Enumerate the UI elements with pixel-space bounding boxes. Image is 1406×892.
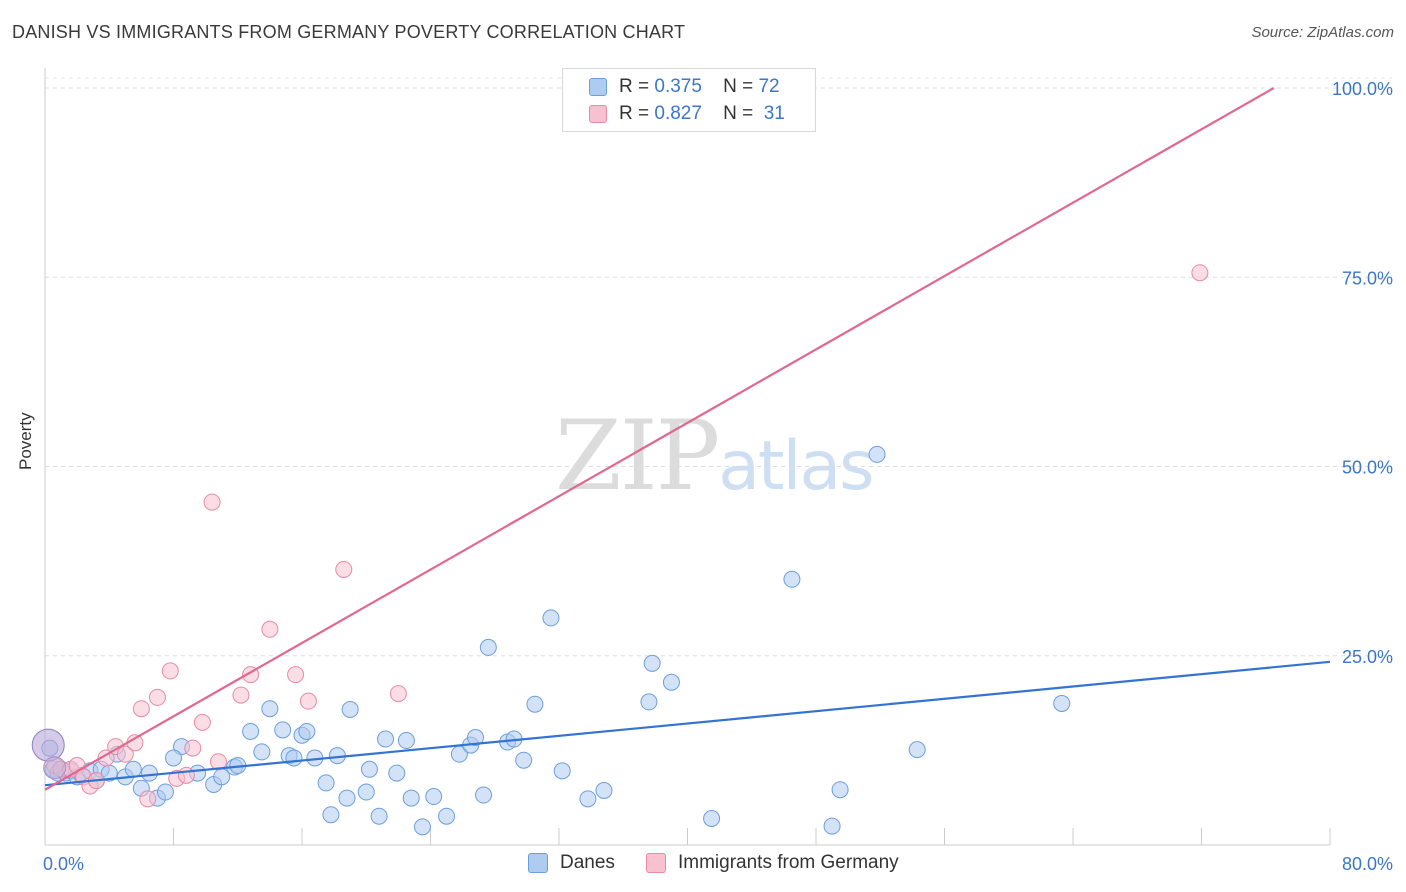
immigrants-point <box>261 620 279 638</box>
danes-point <box>338 789 356 807</box>
immigrants-point <box>148 688 166 706</box>
correlation-legend: R = 0.375 N = 72 R = 0.827 N = 31 <box>562 68 816 132</box>
series-legend: Danes Immigrants from Germany <box>0 852 1406 878</box>
immigrants-point <box>193 713 211 731</box>
danes-point <box>402 789 420 807</box>
y-tick-label: 25.0% <box>1342 647 1393 667</box>
danes-point <box>285 749 303 767</box>
legend-swatch-danes <box>528 853 548 873</box>
danes-point <box>1053 694 1071 712</box>
danes-point <box>165 749 182 767</box>
legend-item-immigrants: Immigrants from Germany <box>646 852 899 874</box>
danes-point <box>643 654 661 672</box>
danes-point <box>253 743 271 761</box>
danes-point <box>370 807 388 825</box>
danes-point <box>388 764 406 782</box>
legend-row-danes: R = 0.375 N = 72 <box>589 75 780 99</box>
danes-point <box>662 673 680 691</box>
danes-point <box>703 810 721 828</box>
danes-point <box>823 817 841 835</box>
danes-point <box>377 730 395 748</box>
immigrants-point <box>389 685 407 703</box>
danes-point <box>831 781 849 799</box>
immigrants-point <box>97 749 115 767</box>
danes-point <box>595 781 613 799</box>
legend-n-value: 72 <box>758 76 780 97</box>
legend-item-danes: Danes <box>528 852 615 874</box>
cluster-point <box>43 756 67 780</box>
danes-point <box>479 638 497 656</box>
danes-point <box>466 729 484 747</box>
cluster-point <box>31 728 65 762</box>
immigrants-point <box>132 700 150 718</box>
danes-point <box>542 609 560 627</box>
legend-swatch-immigrants <box>589 105 607 123</box>
danes-point <box>298 722 316 740</box>
immigrants-point <box>287 666 305 684</box>
danes-point <box>579 790 597 808</box>
x-tick-label: 0.0% <box>43 854 84 874</box>
immigrants-point <box>161 662 179 680</box>
legend-n-label: N = <box>723 76 754 97</box>
immigrants-point <box>209 753 227 771</box>
immigrants-point <box>177 766 195 784</box>
source-label: Source: ZipAtlas.com <box>1251 24 1394 41</box>
danes-point <box>317 774 335 792</box>
danes-point <box>908 741 926 759</box>
legend-label-immigrants: Immigrants from Germany <box>678 852 899 873</box>
legend-row-immigrants: R = 0.827 N = 31 <box>589 102 785 126</box>
danes-point <box>124 760 142 778</box>
legend-r-label: R = <box>619 76 650 97</box>
y-tick-label: 75.0% <box>1342 268 1393 288</box>
danes-point <box>868 445 886 463</box>
danes-point <box>640 693 658 711</box>
immigrants-point <box>139 790 157 808</box>
legend-swatch-danes <box>589 78 607 96</box>
danes-point <box>322 806 340 824</box>
legend-label-danes: Danes <box>560 852 615 873</box>
danes-point <box>553 762 571 780</box>
legend-swatch-immigrants <box>646 853 666 873</box>
legend-r-value: 0.375 <box>654 76 702 97</box>
immigrants-trend-line <box>44 87 1275 791</box>
y-tick-label: 100.0% <box>1332 79 1393 99</box>
danes-trend-line <box>44 660 1331 787</box>
immigrants-point <box>335 560 353 578</box>
immigrants-point <box>232 686 250 704</box>
danes-point <box>360 760 378 778</box>
immigrants-point <box>184 739 202 757</box>
danes-point <box>526 695 544 713</box>
danes-point <box>783 570 801 588</box>
x-tick-label: 80.0% <box>1342 854 1393 874</box>
danes-point <box>438 807 456 825</box>
danes-point <box>341 700 359 718</box>
danes-point <box>357 783 375 801</box>
danes-point <box>242 722 260 740</box>
danes-point <box>140 764 158 782</box>
legend-r-label: R = <box>619 103 650 124</box>
danes-point <box>475 786 493 804</box>
y-tick-label: 50.0% <box>1342 458 1393 478</box>
legend-n-label: N = <box>723 103 754 124</box>
danes-point <box>413 818 431 836</box>
immigrants-point <box>116 745 134 763</box>
danes-point <box>274 721 292 739</box>
chart-title: DANISH VS IMMIGRANTS FROM GERMANY POVERT… <box>12 22 686 42</box>
danes-point <box>261 700 279 718</box>
immigrants-point <box>1191 264 1209 282</box>
immigrants-point <box>299 692 317 710</box>
danes-point <box>425 788 443 806</box>
danes-point <box>156 783 174 801</box>
legend-r-value: 0.827 <box>654 103 702 124</box>
danes-point <box>397 732 415 750</box>
immigrants-point <box>203 493 221 511</box>
danes-point <box>515 751 533 769</box>
legend-n-value: 31 <box>763 103 785 124</box>
